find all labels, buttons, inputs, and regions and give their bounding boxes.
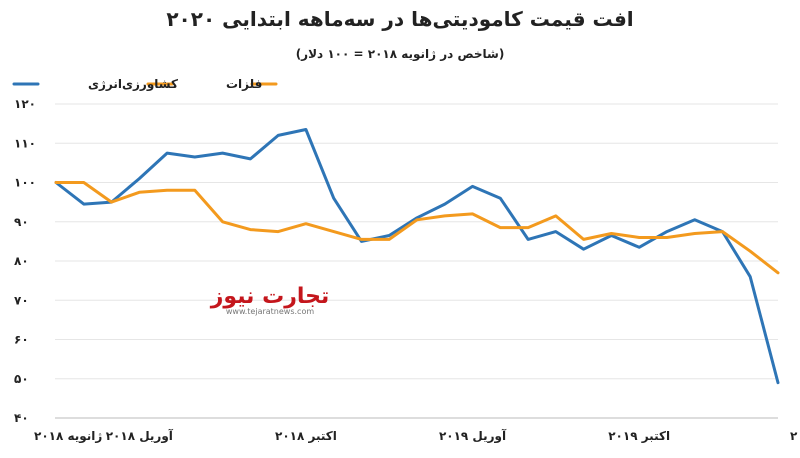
x-tick-label: اکتبر ۲۰۱۹ [608, 429, 670, 443]
legend: انرژی کشاورزی فلزات [12, 77, 278, 92]
y-tick-label: ۷۰ [14, 293, 29, 307]
series-lines [54, 128, 780, 385]
gridlines [55, 103, 778, 419]
y-tick-label: ۶۰ [14, 333, 29, 347]
watermark-url: www.tejaratnews.com [226, 307, 314, 316]
x-tick-label: مارس ۲۰۲۰ [790, 429, 800, 443]
x-tick-label: آوریل ۲۰۱۸ [106, 428, 174, 444]
legend-label: کشاورزی [122, 77, 178, 92]
watermark-logo: تجارت نیوز www.tejaratnews.com [210, 284, 330, 316]
series-line-1 [54, 181, 780, 275]
x-tick-label: آوریل ۲۰۱۹ [439, 428, 507, 444]
y-tick-label: ۹۰ [14, 215, 29, 229]
chart-title: افت قیمت کامودیتی‌ها در سه‌ماهه ابتدایی … [166, 7, 633, 31]
legend-label: فلزات [226, 77, 262, 91]
chart-subtitle: (شاخص در ژانویه ۲۰۱۸ = ۱۰۰ دلار) [296, 47, 505, 62]
x-tick-label: ژانویه ۲۰۱۸ [34, 429, 102, 444]
series-line-0 [54, 128, 780, 385]
y-tick-label: ۱۱۰ [14, 136, 36, 150]
x-tick-label: اکتبر ۲۰۱۸ [275, 429, 337, 443]
y-tick-label: ۱۲۰ [14, 97, 36, 111]
watermark-brand: تجارت نیوز [210, 284, 330, 309]
y-tick-label: ۱۰۰ [14, 176, 36, 190]
y-tick-label: ۴۰ [14, 411, 29, 425]
y-tick-label: ۵۰ [14, 372, 29, 386]
y-axis-ticks: ۴۰ ۵۰ ۶۰ ۷۰ ۸۰ ۹۰ ۱۰۰ ۱۱۰ ۱۲۰ [14, 97, 36, 425]
y-tick-label: ۸۰ [14, 254, 29, 268]
legend-label: انرژی [88, 77, 122, 91]
x-axis-ticks: ژانویه ۲۰۱۸ آوریل ۲۰۱۸ اکتبر ۲۰۱۸ آوریل ۲۰۱… [34, 428, 800, 444]
